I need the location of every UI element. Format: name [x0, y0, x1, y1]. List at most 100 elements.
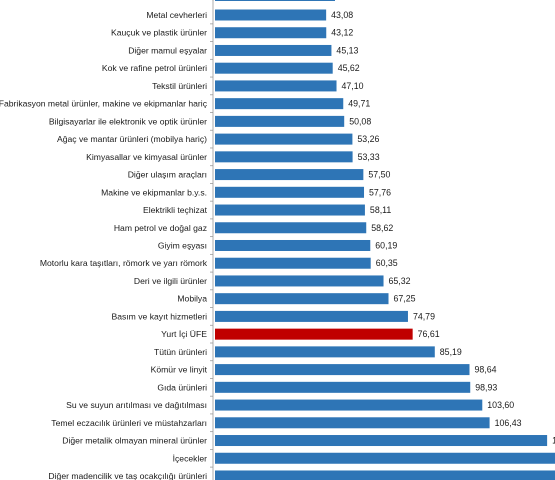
bar-row: Metal cevherleri 43,08	[146, 9, 353, 25]
bar	[215, 169, 364, 181]
value-label: 106,43	[495, 418, 522, 428]
bar	[215, 62, 333, 74]
bar-row: Kok ve rafine petrol ürünleri 45,62	[102, 62, 360, 78]
category-label: Ağaç ve mantar ürünleri (mobilya hariç)	[57, 134, 207, 144]
bar-row: Deri ve ilgili ürünler 65,32	[134, 275, 411, 291]
category-label: Kömür ve linyit	[151, 365, 208, 375]
category-label: Kok ve rafine petrol ürünleri	[102, 63, 207, 73]
category-label: Diğer metalik olmayan mineral ürünler	[62, 436, 207, 446]
value-label: 128,73	[552, 436, 555, 446]
bar	[215, 80, 337, 92]
category-label: Makine ve ekipmanlar b.y.s.	[101, 187, 207, 197]
bar-row: Diğer metalik olmayan mineral ürünler 128…	[62, 435, 555, 450]
category-label: Yurt İçi ÜFE	[161, 329, 207, 339]
value-label: 74,79	[413, 311, 435, 321]
bar	[215, 310, 408, 322]
bar-row: Motorlu kara taşıtları, römork ve yarı r…	[40, 257, 398, 273]
category-label: Mobilya	[177, 294, 207, 304]
bar	[215, 44, 332, 56]
partial-category-row-clipped	[212, 0, 335, 1]
bar-row: Gıda ürünleri 98,93	[157, 381, 497, 397]
bar	[215, 399, 483, 411]
bar-row: Tütün ürünleri 85,19	[154, 346, 462, 362]
bar	[215, 27, 327, 39]
bar-row: Kömür ve linyit 98,64	[151, 364, 497, 379]
category-label: İçecekler	[173, 453, 208, 463]
value-label: 98,93	[475, 382, 497, 392]
bar	[215, 257, 371, 269]
category-label: Basım ve kayıt hizmetleri	[111, 311, 207, 321]
highlight-bar	[215, 328, 413, 340]
category-label: Diğer madencilik ve taş ocakçılığı ürünl…	[48, 471, 207, 480]
value-label: 65,32	[389, 276, 411, 286]
value-label: 76,61	[418, 329, 440, 339]
value-label: 58,62	[371, 223, 393, 233]
value-label: 45,62	[338, 63, 360, 73]
category-label: Diğer mamul eşyalar	[128, 45, 207, 55]
value-label: 67,25	[394, 294, 416, 304]
bar	[215, 204, 365, 216]
bar	[215, 222, 367, 234]
bar	[215, 115, 345, 127]
bar	[215, 186, 365, 198]
bar	[215, 364, 470, 376]
category-label: Temel eczacılık ürünleri ve müstahzarlar…	[51, 418, 207, 428]
category-label: Elektrikli teçhizat	[143, 205, 208, 215]
bar-row: Giyim eşyası 60,19	[158, 239, 397, 255]
value-label: 98,64	[474, 365, 496, 375]
bar	[215, 435, 548, 447]
bar-row: Makine ve ekipmanlar b.y.s. 57,76	[101, 186, 391, 202]
value-label: 57,50	[368, 170, 390, 180]
value-label: 57,76	[369, 187, 391, 197]
bar-row: Ham petrol ve doğal gaz 58,62	[114, 222, 393, 238]
category-label: Kauçuk ve plastik ürünler	[111, 28, 207, 38]
bar-row: Basım ve kayıt hizmetleri 74,79	[111, 310, 435, 326]
bar-row: İçecekler133,17	[173, 452, 555, 468]
bar	[215, 275, 384, 287]
bar	[215, 417, 490, 429]
bar	[215, 98, 344, 110]
bar-row: Su ve suyun arıtılması ve dağıtılması 103…	[66, 399, 514, 415]
category-label: Fabrikasyon metal ürünler, makine ve eki…	[0, 99, 208, 109]
bar	[215, 346, 435, 358]
value-label: 43,12	[331, 28, 353, 38]
value-label: 47,10	[342, 81, 364, 91]
category-label: Su ve suyun arıtılması ve dağıtılması	[66, 400, 207, 410]
bar-row: Tekstil ürünleri 47,10	[152, 80, 364, 96]
bar-row: Fabrikasyon metal ürünler, makine ve eki…	[0, 98, 370, 113]
bar-row: Kimyasallar ve kimyasal ürünler 53,33	[86, 151, 380, 167]
value-label: 53,26	[357, 134, 379, 144]
bar-row: Diğer mamul eşyalar 45,13	[128, 44, 359, 60]
value-label: 60,19	[375, 240, 397, 250]
category-label: Gıda ürünleri	[157, 382, 207, 392]
bar	[215, 452, 555, 464]
bar-row: Kauçuk ve plastik ürünler 43,12	[111, 27, 353, 42]
value-label: 103,60	[487, 400, 514, 410]
bar-row: Yurt İçi ÜFE 76,61	[161, 328, 440, 344]
bar	[215, 239, 371, 251]
category-label: Tekstil ürünleri	[152, 81, 207, 91]
category-label: Kimyasallar ve kimyasal ürünler	[86, 152, 207, 162]
value-label: 50,08	[349, 116, 371, 126]
value-label: 43,08	[331, 10, 353, 20]
category-label: Giyim eşyası	[158, 240, 207, 250]
bar	[215, 381, 471, 393]
category-label: Tütün ürünleri	[154, 347, 207, 357]
bar	[215, 151, 353, 163]
value-label: 53,33	[358, 152, 380, 162]
category-label: Diğer ulaşım araçları	[128, 170, 207, 180]
value-label: 85,19	[440, 347, 462, 357]
bar-row: Elektrikli teçhizat 58,11	[143, 204, 391, 220]
bar	[215, 9, 327, 21]
value-label: 60,35	[376, 258, 398, 268]
bar	[215, 470, 555, 480]
bar	[215, 293, 389, 305]
bar-row: Mobilya 67,25	[177, 293, 416, 308]
category-label: Deri ve ilgili ürünler	[134, 276, 207, 286]
bar-row: Temel eczacılık ürünleri ve müstahzarlar…	[51, 417, 522, 433]
value-label: 45,13	[336, 45, 358, 55]
category-label: Metal cevherleri	[146, 10, 207, 20]
bar-row: Diğer ulaşım araçları 57,50	[128, 169, 390, 184]
category-label: Bilgisayarlar ile elektronik ve optik ür…	[49, 116, 207, 126]
